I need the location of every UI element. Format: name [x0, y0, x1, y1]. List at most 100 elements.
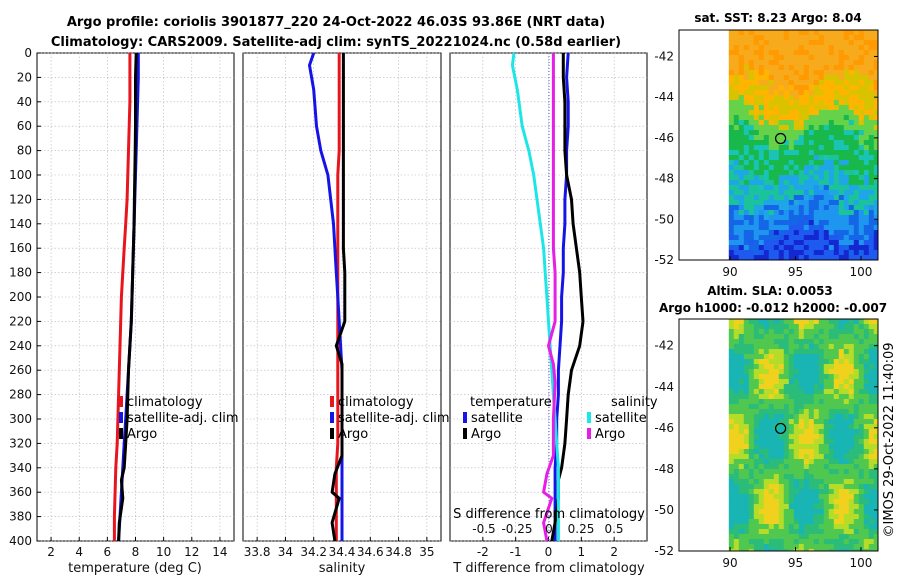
sla-raster-cell [848, 479, 855, 485]
sla-raster-cell [803, 499, 810, 505]
sst-raster-cell [748, 185, 755, 191]
sla-raster-cell [738, 349, 745, 355]
x-tick-label: 14 [212, 545, 227, 559]
sst-raster-cell [793, 165, 800, 171]
sst-raster-cell [833, 230, 840, 236]
sst-raster-cell [833, 40, 840, 46]
sst-raster-cell [828, 175, 835, 181]
sla-raster-cell [793, 404, 800, 410]
sst-raster-cell [828, 230, 835, 236]
sla-raster-cell [758, 409, 765, 415]
sla-raster-cell [843, 464, 850, 470]
sst-raster-cell [838, 30, 845, 36]
sla-raster-cell [738, 504, 745, 510]
sla-raster-cell [848, 439, 855, 445]
sst-raster-cell [803, 75, 810, 81]
sst-raster-cell [738, 215, 745, 221]
sst-raster-cell [758, 235, 765, 241]
sla-raster-cell [798, 429, 805, 435]
sla-raster-cell [818, 404, 825, 410]
sla-raster-cell [818, 484, 825, 490]
sla-raster-cell [803, 494, 810, 500]
sst-raster-cell [793, 195, 800, 201]
sla-raster-cell [748, 544, 755, 550]
sla-raster-cell [843, 479, 850, 485]
sst-raster-cell [728, 165, 735, 171]
sla-raster-cell [808, 489, 815, 495]
sst-raster-cell [843, 65, 850, 71]
sla-raster-cell [793, 474, 800, 480]
sst-raster-cell [793, 160, 800, 166]
sla-raster-cell [738, 464, 745, 470]
sla-raster-cell [783, 374, 790, 380]
sst-raster-cell [758, 45, 765, 51]
sla-raster-cell [778, 374, 785, 380]
sst-raster-cell [768, 170, 775, 176]
sst-raster-cell [743, 130, 750, 136]
sst-raster-cell [813, 180, 820, 186]
sla-raster-cell [848, 389, 855, 395]
sst-raster-cell [868, 210, 875, 216]
sla-raster-cell [798, 434, 805, 440]
sla-raster-cell [858, 379, 865, 385]
sst-raster-cell [813, 105, 820, 111]
sla-raster-cell [813, 539, 820, 545]
sla-raster-cell [843, 399, 850, 405]
sla-raster-cell [843, 484, 850, 490]
sla-raster-cell [848, 494, 855, 500]
sst-raster-cell [848, 225, 855, 231]
sla-raster-cell [823, 404, 830, 410]
sla-raster-cell [803, 524, 810, 530]
sst-raster-cell [748, 50, 755, 56]
sst-raster-cell [743, 120, 750, 126]
sla-raster-cell [783, 469, 790, 475]
sla-raster-cell [833, 389, 840, 395]
sla-raster-cell [828, 464, 835, 470]
sst-raster-cell [843, 195, 850, 201]
sst-raster-cell [868, 190, 875, 196]
sla-raster-cell [823, 504, 830, 510]
sla-raster-cell [808, 429, 815, 435]
sla-raster-cell [783, 394, 790, 400]
sla-raster-cell [868, 324, 875, 330]
sst-raster-cell [758, 70, 765, 76]
sla-raster-cell [748, 374, 755, 380]
sst-raster-cell [818, 250, 825, 256]
sla-raster-cell [768, 479, 775, 485]
sst-raster-cell [853, 175, 860, 181]
sst-raster-cell [848, 175, 855, 181]
sla-raster-cell [863, 544, 870, 550]
sst-raster-cell [853, 75, 860, 81]
sla-raster-cell [793, 464, 800, 470]
sla-raster-cell [793, 489, 800, 495]
sst-raster-cell [733, 240, 740, 246]
sla-raster-cell [868, 344, 875, 350]
sst-raster-cell [838, 85, 845, 91]
sst-raster-cell [758, 90, 765, 96]
sst-raster-cell [793, 80, 800, 86]
sst-raster-cell [763, 245, 770, 251]
sst-raster-cell [848, 145, 855, 151]
sst-raster-cell [773, 150, 780, 156]
sst-raster-cell [813, 70, 820, 76]
sla-raster-cell [838, 514, 845, 520]
sla-raster-cell [728, 464, 735, 470]
sst-raster-cell [758, 155, 765, 161]
sla-raster-cell [838, 544, 845, 550]
sla-raster-cell [803, 529, 810, 535]
sst-raster-cell [863, 60, 870, 66]
sla-raster-cell [843, 494, 850, 500]
sst-raster-cell [868, 150, 875, 156]
sla-raster-cell [763, 439, 770, 445]
legend-header-temperature: temperature [470, 395, 552, 410]
sla-raster-cell [773, 409, 780, 415]
sla-raster-cell [808, 319, 815, 325]
legend-swatch-temp-argo [463, 428, 467, 439]
sst-raster-cell [818, 35, 825, 41]
sla-raster-cell [833, 369, 840, 375]
temperature-panel: 0204060801001201401601802002202402602803… [9, 46, 239, 576]
sst-raster-cell [748, 165, 755, 171]
sla-raster-cell [808, 359, 815, 365]
sst-raster-cell [783, 160, 790, 166]
sst-raster-cell [793, 135, 800, 141]
